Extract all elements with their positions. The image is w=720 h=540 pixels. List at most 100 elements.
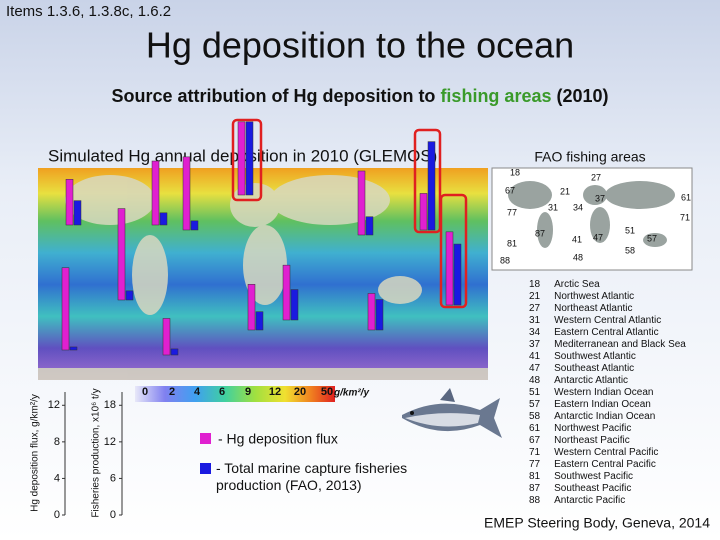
fisheries-bar <box>365 216 374 236</box>
fao-code: 41 <box>529 351 541 362</box>
hg-bar <box>367 293 376 331</box>
fao-list-item: 41 Southwest Atlantic <box>529 351 636 362</box>
colorbar-tick-label: 50 <box>321 386 333 398</box>
fao-name: Antarctic Atlantic <box>554 375 628 386</box>
fisheries-bar <box>73 200 82 226</box>
fao-list-item: 88 Antarctic Pacific <box>529 495 625 506</box>
fao-name: Antarctic Pacific <box>554 495 625 506</box>
colorbar-tick-label: 9 <box>245 386 251 398</box>
fao-name: Southwest Pacific <box>554 471 633 482</box>
fao-list-item: 34 Eastern Central Atlantic <box>529 327 659 338</box>
fao-continents <box>508 181 675 248</box>
fao-code: 67 <box>529 435 541 446</box>
fao-list-item: 81 Southwest Pacific <box>529 471 633 482</box>
hg-bar <box>247 284 256 331</box>
fisheries-bar <box>255 311 264 331</box>
fao-code: 31 <box>529 315 541 326</box>
colorbar-tick-label: 6 <box>219 386 225 398</box>
fao-map-label: 57 <box>647 233 657 243</box>
fao-list-item: 27 Northeast Atlantic <box>529 303 633 314</box>
hg-bar <box>182 156 191 231</box>
fao-list-item: 71 Western Central Pacific <box>529 447 658 458</box>
fao-name: Western Central Pacific <box>554 447 658 458</box>
fao-name: Southeast Pacific <box>554 483 631 494</box>
fao-map-label: 71 <box>680 212 690 222</box>
footer: EMEP Steering Body, Geneva, 2014 <box>484 515 710 531</box>
fao-title: FAO fishing areas <box>534 149 645 165</box>
fao-map-label: 34 <box>573 202 583 212</box>
hg-bar <box>162 318 171 356</box>
fao-name: Southeast Atlantic <box>554 363 634 374</box>
fao-list-item: 51 Western Indian Ocean <box>529 387 653 398</box>
fao-map-label: 87 <box>535 228 545 238</box>
subtitle-highlight: fishing areas <box>440 86 551 106</box>
slide-title: Hg deposition to the ocean <box>146 25 574 66</box>
fao-list-item: 21 Northwest Atlantic <box>529 291 634 302</box>
fao-map-label: 81 <box>507 238 517 248</box>
legend-label: - Hg deposition flux <box>218 431 338 447</box>
fao-code: 18 <box>529 279 541 290</box>
fao-code: 27 <box>529 303 541 314</box>
fisheries-bar <box>453 243 462 306</box>
fao-name: Northwest Pacific <box>554 423 631 434</box>
fao-map-label: 31 <box>548 202 558 212</box>
fao-code: 71 <box>529 447 541 458</box>
fisheries-bar <box>290 289 299 321</box>
hg-bar <box>151 160 160 226</box>
fao-name: Eastern Indian Ocean <box>554 399 651 410</box>
hg-bar <box>65 179 74 226</box>
legend-label-box: - Total marine capture fisheries product… <box>216 460 408 493</box>
fisheries-bar <box>427 141 436 231</box>
fao-map-label: 58 <box>625 245 635 255</box>
fao-code: 88 <box>529 495 541 506</box>
y-tick-label: 8 <box>54 436 60 448</box>
fao-code: 81 <box>529 471 541 482</box>
y2-tick-label: 18 <box>104 399 116 411</box>
colorbar-tick-label: 20 <box>294 386 306 398</box>
fao-list-item: 67 Northeast Pacific <box>529 435 630 446</box>
fao-map-label: 27 <box>591 172 601 182</box>
fao-name: Northwest Atlantic <box>554 291 634 302</box>
fao-map-label: 51 <box>625 225 635 235</box>
fao-code: 34 <box>529 327 541 338</box>
subtitle-part: Source attribution of Hg deposition to <box>111 86 440 106</box>
fisheries-bar <box>375 299 384 331</box>
fao-name: Mediterranean and Black Sea <box>554 339 686 350</box>
hg-bar <box>357 170 366 236</box>
colorbar-tick-label: 4 <box>194 386 201 398</box>
fao-list-item: 48 Antarctic Atlantic <box>529 375 628 386</box>
fao-map-label: 61 <box>681 192 691 202</box>
subtitle-part: (2010) <box>551 86 608 106</box>
y-tick-label: 4 <box>54 472 60 484</box>
fao-code: 48 <box>529 375 541 386</box>
fao-name: Arctic Sea <box>554 279 600 290</box>
colorbar-unit: g/km²/y <box>333 388 369 399</box>
fao-code: 58 <box>529 411 541 422</box>
fao-list-item: 47 Southeast Atlantic <box>529 363 634 374</box>
fao-map-label: 88 <box>500 255 510 265</box>
fao-name: Western Indian Ocean <box>554 387 653 398</box>
fao-name: Eastern Central Atlantic <box>554 327 659 338</box>
fao-code: 47 <box>529 363 541 374</box>
colorbar-tick-label: 2 <box>169 386 175 398</box>
fisheries-bar <box>190 220 199 231</box>
fao-list-item: 57 Eastern Indian Ocean <box>529 399 651 410</box>
fisheries-bar <box>245 121 254 196</box>
fao-map-label: 21 <box>560 186 570 196</box>
fisheries-bar <box>170 348 179 356</box>
item-ref: Items 1.3.6, 1.3.8c, 1.6.2 <box>6 3 171 20</box>
legend-label: - Total marine capture fisheries product… <box>216 460 408 493</box>
fao-map-label: 77 <box>507 207 517 217</box>
fao-list-item: 37 Mediterranean and Black Sea <box>529 339 686 350</box>
fao-code: 51 <box>529 387 541 398</box>
fisheries-bar <box>125 290 134 301</box>
hg-bar <box>61 267 70 351</box>
fao-list-item: 31 Western Central Atlantic <box>529 315 661 326</box>
fao-list-item: 61 Northwest Pacific <box>529 423 631 434</box>
fao-list-item: 18 Arctic Sea <box>529 279 600 290</box>
fao-name: Eastern Central Pacific <box>554 459 656 470</box>
fao-map-label: 47 <box>593 232 603 242</box>
fao-map-label: 67 <box>505 185 515 195</box>
